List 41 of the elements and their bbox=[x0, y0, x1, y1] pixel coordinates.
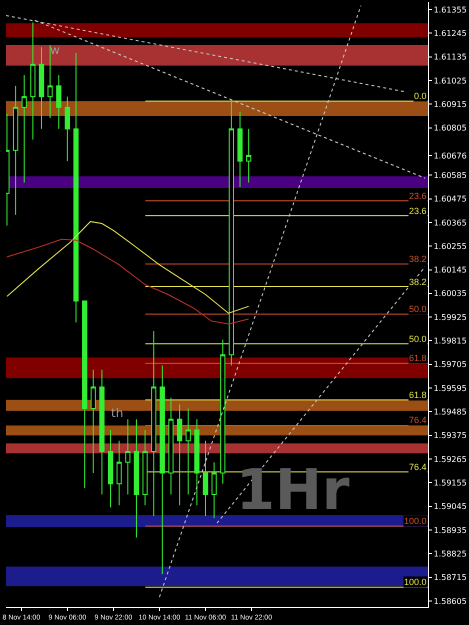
annotation: 23.6 bbox=[409, 191, 427, 201]
annotation: 23.6 bbox=[409, 206, 427, 216]
y-tick-label: 1.59705 bbox=[434, 360, 467, 370]
y-tick-label: 1.58715 bbox=[434, 573, 467, 582]
y-tick-label: 1.61245 bbox=[434, 28, 467, 38]
annotation: 76.4 bbox=[409, 415, 427, 425]
y-tick-label: 1.59265 bbox=[434, 454, 467, 464]
y-tick-label: 1.60676 bbox=[434, 151, 467, 160]
annotation: 61.8 bbox=[409, 390, 427, 400]
y-tick-label: 1.60915 bbox=[434, 100, 467, 109]
y-tick-label: 1.61135 bbox=[434, 52, 467, 62]
y-tick-label: 1.59595 bbox=[434, 384, 467, 393]
y-tick-label: 1.58825 bbox=[434, 549, 467, 558]
y-tick-label: 1.60805 bbox=[434, 124, 467, 133]
y-tick-label: 1.58935 bbox=[434, 526, 467, 535]
y-tick-label: 1.59815 bbox=[434, 336, 467, 346]
y-tick-label: 1.60585 bbox=[434, 170, 467, 180]
y-tick-label: 1.60035 bbox=[434, 289, 467, 298]
y-tick-label: 1.59485 bbox=[434, 408, 467, 417]
y-tick-label: 1.59375 bbox=[434, 431, 467, 440]
y-tick-label: 1.60365 bbox=[434, 218, 467, 228]
annotation: 50.0 bbox=[409, 304, 427, 314]
y-tick-label: 1.59045 bbox=[434, 502, 467, 512]
annotation: 50.0 bbox=[409, 334, 427, 344]
y-tick-label: 1.61025 bbox=[434, 76, 467, 86]
y-tick-label: 1.60145 bbox=[434, 266, 467, 275]
annotation: w bbox=[50, 43, 60, 57]
annotation: 38.2 bbox=[409, 277, 427, 287]
annotation: 0.0 bbox=[414, 91, 427, 101]
annotation: 61.8 bbox=[409, 353, 427, 363]
y-tick-label: 1.61355 bbox=[434, 5, 467, 14]
annotation: 38.2 bbox=[409, 254, 427, 264]
y-tick-label: 1.59155 bbox=[434, 478, 467, 488]
annotation: 100.0 bbox=[404, 516, 427, 526]
y-tick-label: 1.58605 bbox=[434, 596, 467, 606]
annotation: 76.4 bbox=[409, 462, 427, 472]
y-tick-label: 1.60475 bbox=[434, 194, 467, 204]
y-tick-label: 1.60255 bbox=[434, 242, 467, 251]
y-tick-label: 1.59925 bbox=[434, 312, 467, 322]
annotation: 100.0 bbox=[404, 577, 427, 587]
annotation: 1Hr bbox=[236, 458, 350, 523]
